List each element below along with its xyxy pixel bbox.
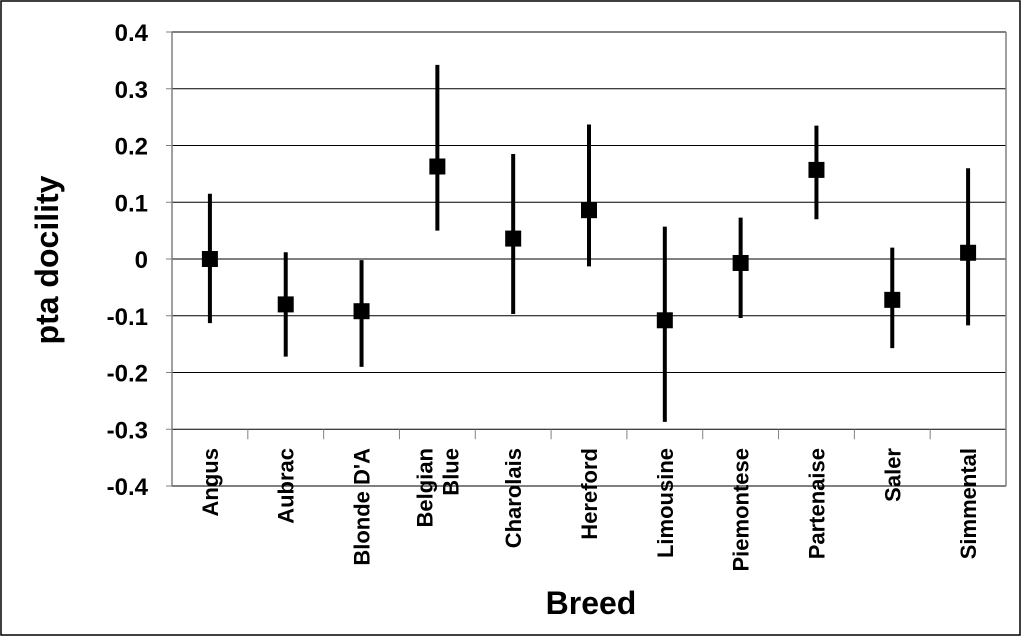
data-point — [201, 251, 218, 267]
x-tick-label: Belgian Blue — [412, 448, 463, 527]
x-tick-label: Blonde D'A — [350, 448, 375, 566]
y-axis-title: pta docility — [29, 175, 65, 344]
y-tick-label: -0.1 — [107, 304, 148, 331]
markers — [201, 158, 977, 329]
x-axis-title: Breed — [546, 585, 637, 621]
x-tick-label-line: Blonde D'A — [350, 448, 375, 566]
data-point — [429, 158, 446, 175]
y-tick-labels: 0.4 0.3 0.2 0.1 0 -0.1 -0.2 -0.3 -0.4 — [107, 20, 149, 501]
data-point — [732, 254, 749, 271]
data-point — [505, 230, 522, 247]
data-point — [656, 312, 673, 329]
y-tick-label: 0.4 — [115, 20, 149, 47]
y-tick-label: 0 — [135, 247, 148, 274]
x-tick-label: Angus — [198, 448, 223, 516]
x-tick-label-line: Belgian — [412, 448, 437, 527]
x-tick-label-line: Partenaise — [804, 448, 829, 559]
x-tick-label-line: Angus — [198, 448, 223, 516]
data-point — [960, 244, 977, 261]
x-tick-label: Piemontese — [729, 448, 754, 572]
x-tick-label: Partenaise — [804, 448, 829, 559]
y-tick-label: 0.1 — [115, 190, 148, 217]
axes — [166, 31, 1007, 487]
y-tick-label: -0.4 — [107, 474, 149, 501]
data-point — [353, 303, 370, 320]
x-tick-label-line: Limousine — [653, 448, 678, 558]
y-tick-label: -0.3 — [107, 417, 148, 444]
gridlines — [172, 31, 1006, 487]
x-tick-label: Limousine — [653, 448, 678, 558]
y-tick-label: 0.2 — [115, 134, 148, 161]
x-tick-label-line: Aubrac — [274, 448, 299, 524]
x-tick-label: Hereford — [577, 448, 602, 540]
y-tick-label: 0.3 — [115, 77, 148, 104]
x-tick-label: Simmental — [956, 448, 981, 559]
y-tick-label: -0.2 — [107, 361, 148, 388]
data-point — [808, 161, 825, 178]
x-tick-label: Charolais — [501, 448, 526, 548]
data-point — [277, 296, 294, 313]
x-tick-label-line: Piemontese — [729, 448, 754, 572]
x-tick-label: Saler — [880, 448, 905, 502]
x-tick-label-line: Simmental — [956, 448, 981, 559]
x-tick-labels: Angus Aubrac Blonde D'A Belgian Blue Charolai… — [198, 448, 981, 572]
x-tick-label-line: Saler — [880, 448, 905, 502]
data-point — [884, 291, 901, 308]
x-tick-label-line: Blue — [438, 448, 463, 496]
x-tick-label-line: Charolais — [501, 448, 526, 548]
data-point — [581, 202, 597, 219]
x-tick-label-line: Hereford — [577, 448, 602, 540]
x-tick-label: Aubrac — [274, 448, 299, 524]
